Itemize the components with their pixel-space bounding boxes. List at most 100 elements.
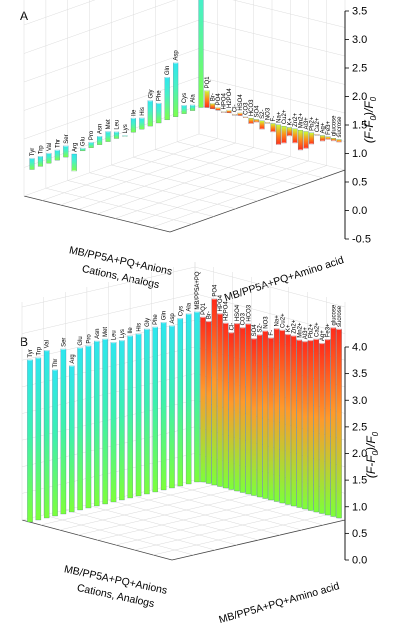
floor-grid-line [133,157,280,194]
bar-label: Al3+ [303,327,309,340]
bar-label: Gln [162,311,168,320]
y-tick-label: 4.0 [352,342,367,354]
bar-cap [194,310,200,313]
bar-label: HPO4 [218,294,224,311]
bar [256,334,263,498]
bar-cap [46,152,52,155]
bar-cap [102,337,108,340]
bar-cap [325,138,331,141]
bar-cap [285,333,291,336]
bar [144,328,150,495]
bar [85,345,92,509]
bar [296,339,303,508]
bar-label: Cu2+ [282,109,288,124]
bar [102,338,108,505]
y-tick-label: 2.0 [352,448,367,460]
bar-cap [211,297,217,300]
bar [302,341,308,510]
bar-label: Gln [165,66,171,75]
bar-label: Asn [95,329,101,339]
bar-label: HCO3 [246,304,252,321]
bar [46,152,52,164]
bar [135,333,142,497]
bar-label: Arg [70,354,76,363]
bar-label: Thr [55,139,61,148]
wall-grid-horizontal [23,133,346,197]
y-axis-label-b: (F-F0)/F0 [364,431,380,478]
bar-label: Lys [120,329,126,338]
bar-cap [206,320,212,323]
bar [97,136,103,145]
bar-cap [331,140,336,143]
bar-cap [309,143,314,146]
bar [228,332,235,490]
bar [27,359,33,523]
bar [319,342,325,514]
bar-cap [296,338,302,341]
bar-label: PO4 [216,93,222,106]
bar [313,338,320,513]
bar-label: Ser [64,134,70,143]
floor-grid-line [155,149,302,186]
y-tick-label: 2.5 [352,421,367,433]
bar [336,328,342,519]
bar-label: Pb2+ [309,323,315,338]
bar [105,131,111,142]
bar-label: HSO4 [235,304,241,321]
bar [60,348,67,515]
bar-label: glucose [331,304,337,325]
y-tick-label: 0.0 [352,205,367,217]
bar-cap [215,106,221,109]
bar-cap [298,149,303,152]
bar-cap [156,102,162,105]
bar-label: Tyr [28,349,34,357]
bar-cap [303,147,309,150]
bar-label: Cl- [229,323,235,331]
bar-cap [139,116,145,119]
bar-label: Asn [98,124,104,134]
floor-grid-line [134,509,308,551]
y-ticks-b: 0.0 0.5 1.0 1.5 2.0 2.5 3.0 3.5 4.0 [344,342,367,567]
y-axis-label-a: (F-F0)/F0 [362,96,378,143]
bar-label: Ser [61,338,67,347]
bar-cap [210,102,215,105]
wall-grid-horizontal [21,293,346,334]
bar-label: F- [271,116,277,122]
bar-label: Pro [89,130,95,140]
bar [200,316,206,483]
bar [110,342,117,503]
y-tick-label: 1.5 [352,475,367,487]
bar-cap [243,115,248,118]
bar-cap [223,321,229,324]
y-tick-label: 1.0 [352,501,367,513]
bar-cap [177,317,183,320]
bar [205,320,212,484]
bar [297,130,304,151]
bar [286,127,293,137]
bar-label: Br- [211,93,217,101]
bar-cap [314,133,320,136]
bar [324,339,331,516]
bar-label: PO4 [212,284,218,297]
y-tick-label: 3.0 [352,34,367,46]
bar-label: Pb2+ [310,116,316,131]
bar [52,369,58,517]
bar [71,153,77,172]
bar-cap [88,141,94,144]
bar-label: Br- [207,311,213,319]
bar [113,131,120,139]
bar-label: Ile [128,327,134,334]
bar-cap [248,122,254,125]
bar-cap [308,339,314,342]
bar-label: Phe [153,314,159,325]
bar-label: H2PO4 [224,301,230,321]
floor-grid-line [108,499,259,541]
bar-cap [44,349,50,352]
bar-cap [63,144,69,147]
bar [245,323,252,495]
bar-label: H2PO4 [227,88,233,108]
bar [198,0,204,108]
